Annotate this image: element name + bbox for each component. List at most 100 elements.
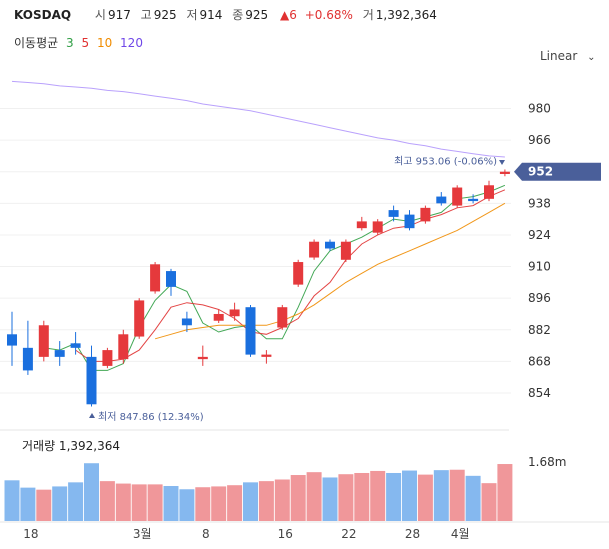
volume-bar [433, 470, 449, 521]
volume-value: 1,392,364 [375, 8, 437, 22]
ma-line-5 [75, 189, 506, 362]
scale-dropdown-label: Linear [540, 49, 578, 63]
date-tick-label: 4월 [451, 527, 470, 541]
volume-bar [481, 483, 497, 521]
candle-body [102, 350, 113, 366]
volume-bar [115, 483, 131, 521]
low-marker-label: 최저 847.86 (12.34%) [98, 411, 204, 423]
symbol-name: KOSDAQ [14, 8, 72, 22]
volume-bar [306, 472, 322, 521]
ma-period-10[interactable]: 10 [96, 36, 113, 50]
candle-body [70, 343, 81, 348]
volume-bar [163, 486, 179, 521]
open-label: 시 [94, 8, 106, 22]
volume-bar [465, 475, 481, 521]
ma-legend: 이동평균 3 5 10 120 [14, 34, 143, 51]
candle-body [388, 210, 399, 217]
open-value: 917 [107, 8, 131, 22]
high-low-markers: 최고 953.06 (-0.06%) 최저 847.86 (12.34%) 952 [89, 155, 601, 423]
ma-period-120[interactable]: 120 [120, 36, 143, 50]
price-tick-label: 924 [528, 228, 551, 242]
volume-bar [99, 481, 115, 521]
candle-body [134, 300, 145, 337]
quote-header: KOSDAQ 시 917 고 925 저 914 종 925 ▲6 +0.68% 거 1,… [14, 6, 437, 23]
date-axis: 18 3월 8 16 22 28 4월 [0, 521, 609, 541]
candle-body [325, 241, 335, 249]
close-value: 925 [245, 8, 269, 22]
candle-body [499, 171, 510, 174]
date-tick-label: 22 [341, 527, 356, 541]
volume-bar [227, 485, 243, 521]
high-value: 925 [153, 8, 177, 22]
candle-body [452, 187, 463, 206]
candle-body [7, 334, 17, 346]
price-tick-label: 868 [528, 354, 551, 368]
date-tick-label: 16 [278, 527, 293, 541]
candle-body [213, 313, 224, 321]
last-price-value: 952 [528, 165, 553, 179]
candle-body [340, 241, 351, 260]
volume-panel-title: 거래량 1,392,364 [22, 439, 120, 453]
candle-body [166, 271, 176, 287]
date-tick-label: 18 [23, 527, 38, 541]
high-marker-label: 최고 953.06 (-0.06%) [394, 155, 497, 167]
volume-axis-label: 1.68m [528, 455, 566, 469]
volume-bar [243, 482, 258, 521]
ma-line-120 [11, 80, 505, 158]
ma-period-3[interactable]: 3 [66, 36, 74, 50]
volume-bar [274, 479, 290, 521]
price-tick-label: 882 [528, 323, 551, 337]
ma-period-5[interactable]: 5 [81, 36, 90, 50]
last-price-tag [514, 162, 601, 181]
candle-body [150, 264, 161, 292]
ma-line-10 [154, 202, 506, 340]
low-label: 저 [186, 8, 198, 22]
volume-bar [322, 477, 338, 521]
volume-bar [354, 472, 370, 521]
candle-body [86, 356, 97, 405]
moving-average-lines [11, 80, 506, 371]
chevron-down-icon: ⌄ [587, 52, 596, 63]
close-label: 종 [232, 8, 244, 22]
price-tick-label: 896 [528, 291, 551, 305]
volume-bar [402, 470, 417, 521]
candle-body [22, 347, 33, 371]
candle-body [181, 318, 192, 326]
candle-body [404, 214, 415, 229]
scale-dropdown[interactable]: Linear ⌄ [540, 49, 596, 63]
price-tick-label: 966 [528, 133, 551, 147]
volume-bar [417, 474, 433, 521]
volume-bar [36, 489, 52, 521]
high-label: 고 [140, 8, 152, 22]
price-tick-label: 980 [528, 102, 551, 116]
volume-bar [147, 484, 163, 521]
volume-bar [131, 484, 147, 521]
price-gridlines [0, 108, 511, 394]
volume-bar [258, 481, 274, 521]
price-tick-label: 910 [528, 260, 551, 274]
low-value: 914 [199, 8, 223, 22]
date-tick-label: 3월 [133, 527, 152, 541]
volume-bar [211, 486, 227, 521]
candle-body [420, 207, 431, 222]
candle-body [468, 198, 479, 202]
volume-bar [179, 489, 195, 521]
volume-panel: 거래량 1,392,364 1.68m [0, 429, 566, 521]
volume-bar [52, 486, 68, 521]
volume-label: 거 [362, 8, 374, 22]
volume-bar [195, 487, 211, 521]
candle-body [245, 307, 256, 355]
volume-bar [449, 469, 465, 521]
triangle-down-icon [499, 160, 505, 165]
candle-body [484, 185, 494, 199]
candle-body [54, 350, 65, 357]
candle-body [436, 196, 447, 204]
volume-bar [84, 463, 99, 521]
volume-bar [68, 482, 84, 521]
volume-bar [4, 480, 20, 521]
candle-body [293, 262, 304, 285]
volume-bar [290, 475, 306, 521]
candle-body [197, 356, 208, 360]
price-axis: 980 966 952 938 924 910 896 882 868 854 [528, 102, 551, 401]
